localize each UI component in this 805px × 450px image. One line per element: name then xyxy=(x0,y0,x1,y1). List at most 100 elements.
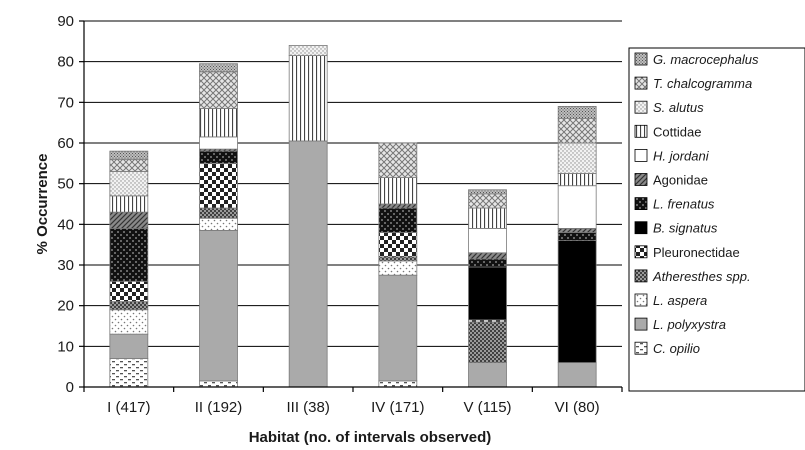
bar-segment xyxy=(557,142,597,174)
bar-stack xyxy=(199,63,238,388)
legend-swatch xyxy=(634,341,648,355)
legend-label: L. polyxystra xyxy=(653,317,726,332)
bar-segment xyxy=(199,63,238,73)
bar-segment xyxy=(557,227,597,233)
bar-segment xyxy=(468,189,507,195)
bar-segment xyxy=(199,207,238,219)
bar-segment xyxy=(109,150,149,160)
y-tick-label: 90 xyxy=(57,13,74,30)
legend-label: L. frenatus xyxy=(653,197,715,212)
bar-segment xyxy=(199,108,238,138)
y-tick-label: 70 xyxy=(57,94,74,111)
y-tick-label: 0 xyxy=(66,379,74,396)
y-tick-label: 10 xyxy=(57,338,74,355)
legend-item: B. signatus xyxy=(634,221,718,236)
legend-label: H. jordani xyxy=(653,148,710,163)
bar-stack xyxy=(378,142,418,388)
bar-segment xyxy=(468,258,507,268)
bar-segment xyxy=(109,211,149,229)
bar-stack xyxy=(109,150,149,388)
bar-segment xyxy=(557,362,597,388)
bar-segment xyxy=(109,158,149,172)
legend-swatch xyxy=(634,148,648,162)
bar-segment xyxy=(109,227,149,282)
bar-segment xyxy=(468,193,507,209)
x-tick-label: II (192) xyxy=(195,399,243,416)
x-tick-label: III (38) xyxy=(286,399,329,416)
axes xyxy=(79,20,623,392)
y-tick-labels: 0 10 20 30 40 50 60 70 80 90 xyxy=(57,13,74,396)
y-axis-title: % Occurrence xyxy=(34,154,51,255)
y-tick-label: 20 xyxy=(57,298,74,315)
legend-label: G. macrocephalus xyxy=(653,52,759,67)
bar-segment xyxy=(378,256,418,262)
legend-swatch xyxy=(634,197,648,211)
y-tick-label: 60 xyxy=(57,135,74,152)
legend-item: S. alutus xyxy=(634,100,704,115)
bar-segment xyxy=(557,185,597,229)
bar-segment xyxy=(109,333,149,359)
bar-stacks xyxy=(109,45,597,388)
bar-segment xyxy=(109,280,149,302)
bar-segment xyxy=(468,207,507,229)
legend-item: Atheresthes spp. xyxy=(634,269,751,284)
legend-swatch xyxy=(634,52,648,66)
bar-segment xyxy=(468,227,507,254)
bar-segment xyxy=(557,106,597,120)
y-tick-label: 50 xyxy=(57,176,74,193)
bar-segment xyxy=(557,118,597,144)
bar-segment xyxy=(199,217,238,231)
bar-segment xyxy=(288,55,328,142)
legend-item: H. jordani xyxy=(634,148,710,163)
bar-segment xyxy=(199,230,238,382)
bar-segment xyxy=(109,171,149,197)
legend-label: Cottidae xyxy=(653,124,701,139)
legend-swatch xyxy=(634,124,648,138)
legend-swatch xyxy=(634,173,648,186)
bar-segment xyxy=(109,358,149,388)
bar-segment xyxy=(199,71,238,109)
bar-segment xyxy=(557,232,597,241)
bar-segment xyxy=(378,380,418,388)
bar-segment xyxy=(468,252,507,260)
bar-segment xyxy=(199,150,238,164)
legend-item: C. opilio xyxy=(634,341,700,356)
bar-segment xyxy=(378,203,418,209)
legend-label: C. opilio xyxy=(653,341,700,356)
bar-segment xyxy=(109,301,149,311)
legend-label: Agonidae xyxy=(653,173,708,188)
legend-item: T. chalcogramma xyxy=(634,76,752,91)
bar-segment xyxy=(557,173,597,187)
bar-segment xyxy=(468,362,507,388)
y-tick-label: 40 xyxy=(57,216,74,233)
bar-stack xyxy=(557,106,597,388)
legend-swatch xyxy=(634,76,648,90)
bar-segment xyxy=(109,309,149,335)
bar-segment xyxy=(557,240,597,364)
bar-segment xyxy=(378,207,418,233)
legend-swatch xyxy=(634,293,648,307)
x-tick-label: IV (171) xyxy=(371,399,424,416)
bar-stack xyxy=(468,189,507,388)
legend-label: Pleuronectidae xyxy=(653,245,740,260)
bar-segment xyxy=(109,195,149,213)
x-tick-label: V (115) xyxy=(463,399,511,416)
legend-swatch xyxy=(634,269,648,283)
legend-label: Atheresthes spp. xyxy=(652,269,751,284)
legend-item: L. frenatus xyxy=(634,197,715,212)
legend-label: S. alutus xyxy=(653,100,704,115)
bar-segment xyxy=(468,266,507,321)
legend-item: G. macrocephalus xyxy=(634,52,759,67)
bar-segment xyxy=(378,142,418,178)
legend-item: Cottidae xyxy=(634,124,701,139)
legend-label: L. aspera xyxy=(653,293,707,308)
bar-segment xyxy=(199,136,238,150)
gridlines xyxy=(84,20,622,347)
legend: G. macrocephalus T. chalcogramma S. alutus… xyxy=(628,47,805,392)
bar-segment xyxy=(288,45,328,56)
legend-item: L. aspera xyxy=(634,293,707,308)
x-tick-label: VI (80) xyxy=(555,399,600,416)
y-tick-label: 80 xyxy=(57,54,74,71)
legend-item: Pleuronectidae xyxy=(634,245,740,260)
